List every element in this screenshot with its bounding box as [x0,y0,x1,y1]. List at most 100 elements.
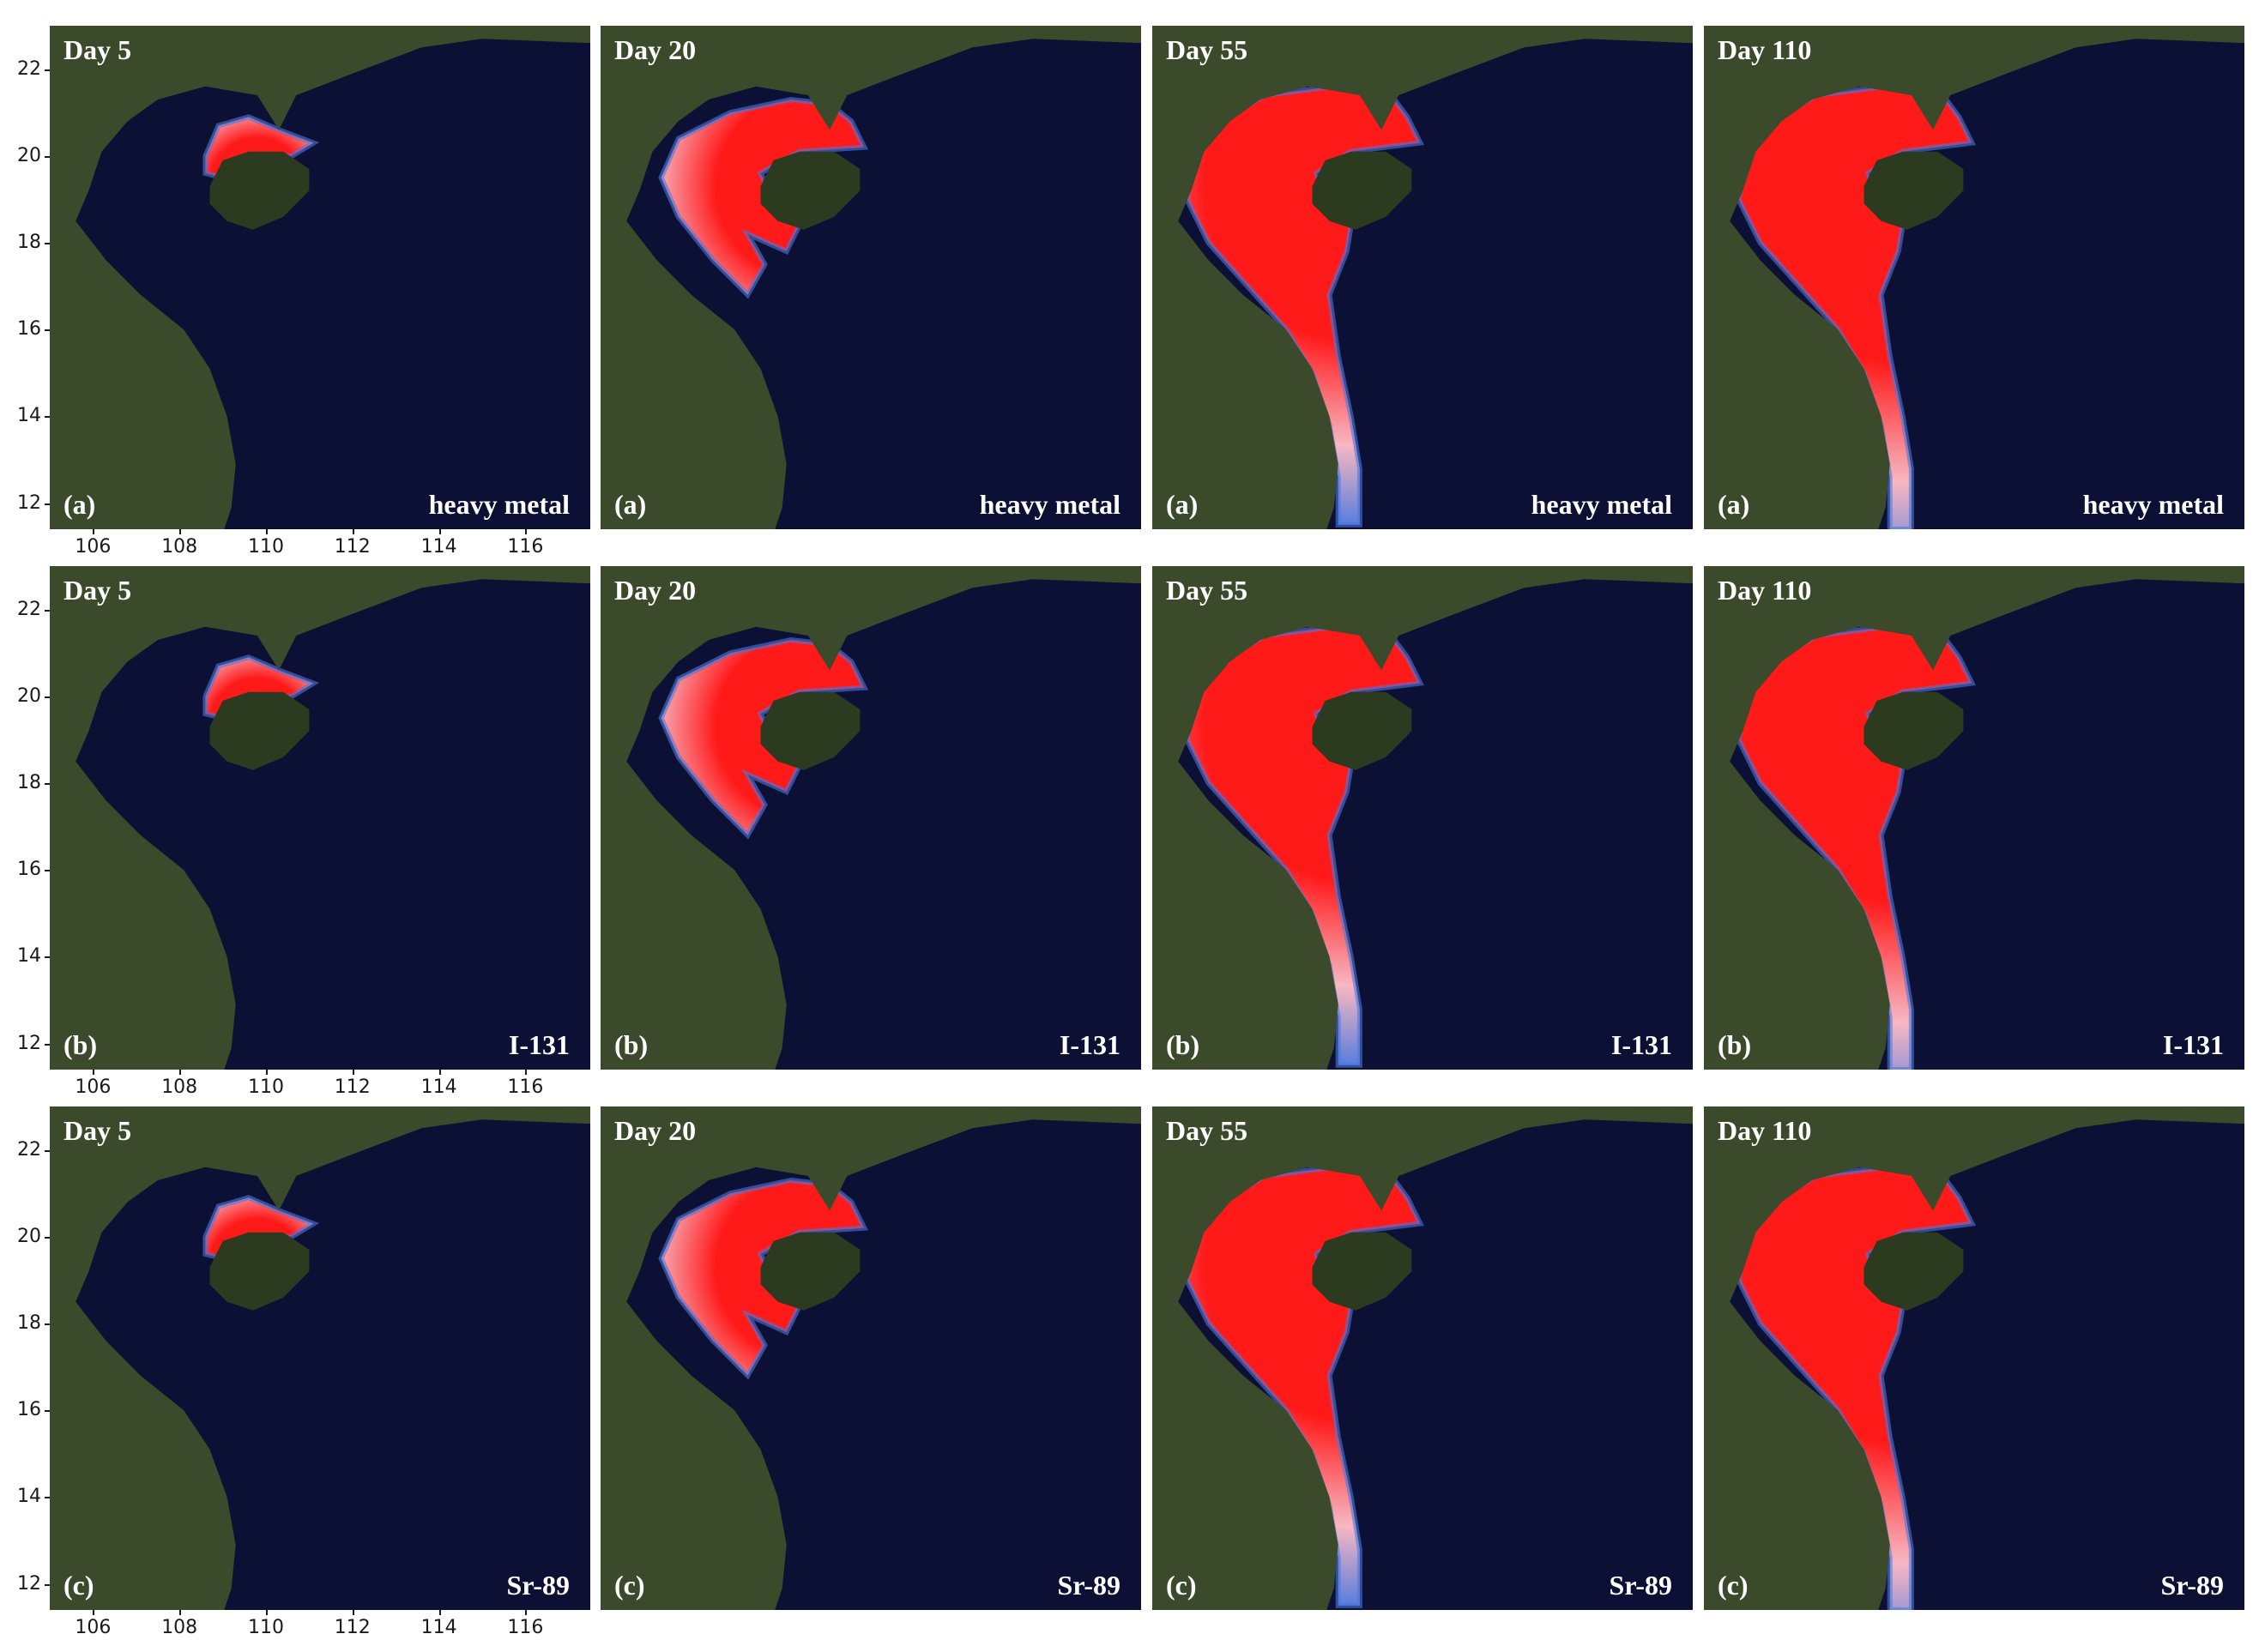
lon-tick-label: 110 [248,536,284,558]
lat-tick-mark [45,1583,50,1586]
lon-tick-label: 106 [75,536,112,558]
lon-tick-mark [438,1610,441,1615]
lat-tick-label: 12 [17,491,41,514]
lon-tick-mark [266,1070,268,1075]
map-canvas [1152,1106,1693,1610]
lon-tick-label: 112 [334,536,371,558]
substance-label: Sr-89 [1057,1570,1120,1601]
lon-tick-label: 108 [161,1076,198,1098]
map-panel: Day 20 (b) I-131 [601,566,1141,1070]
lon-tick-mark [266,529,268,534]
map-canvas [601,26,1141,529]
mainland [601,1106,1141,1610]
lat-tick-label: 14 [17,405,41,427]
day-label: Day 110 [1718,575,1812,606]
hainan-island [760,691,861,770]
hainan-island [1312,1232,1412,1311]
mainland [601,566,1141,1070]
lon-tick-label: 108 [161,536,198,558]
map-canvas [601,1106,1141,1610]
lon-tick-label: 114 [420,1617,457,1638]
map-panel: Day 110 (b) I-131 [1704,566,2244,1070]
map-panel: Day 55 (b) I-131 [1152,566,1693,1070]
lon-tick-label: 110 [248,1617,284,1638]
hainan-island [1863,691,1964,770]
substance-label: I-131 [2162,1029,2224,1060]
day-label: Day 110 [1718,34,1812,65]
day-label: Day 5 [63,575,132,606]
panel-letter: (b) [1166,1029,1200,1060]
lat-tick-mark [45,696,50,698]
substance-label: I-131 [1610,1029,1672,1060]
hainan-island [1863,151,1964,230]
lon-tick-mark [525,1070,528,1075]
panel-letter: (c) [1166,1570,1197,1601]
lon-tick-label: 112 [334,1076,371,1098]
lat-tick-label: 18 [17,232,41,254]
lon-tick-mark [93,1610,95,1615]
lat-tick-label: 22 [17,1138,41,1161]
day-label: Day 20 [614,1115,697,1146]
day-label: Day 20 [614,34,697,65]
lon-tick-label: 110 [248,1076,284,1098]
lon-tick-mark [352,529,354,534]
panel-letter: (a) [1166,489,1199,520]
lon-tick-mark [438,529,441,534]
lat-tick-label: 16 [17,1399,41,1421]
hainan-island [1312,691,1412,770]
lat-tick-label: 22 [17,57,41,80]
mainland [601,26,1141,529]
lon-tick-label: 114 [420,1076,457,1098]
map-panel: Day 110 (c) Sr-89 [1704,1106,2244,1610]
lat-tick-label: 18 [17,772,41,794]
lat-tick-label: 12 [17,1032,41,1054]
map-canvas [1152,566,1693,1070]
substance-label: Sr-89 [1609,1570,1672,1601]
map-panel: Day 55 (c) Sr-89 [1152,1106,1693,1610]
lat-tick-label: 20 [17,684,41,707]
map-canvas [50,566,590,1070]
panel-letter: (b) [1718,1029,1752,1060]
hainan-island [760,1232,861,1311]
mainland [1704,1106,2244,1610]
lon-tick-mark [525,529,528,534]
lat-tick-label: 18 [17,1312,41,1335]
lat-tick-mark [45,1043,50,1046]
panel-letter: (a) [614,489,647,520]
lon-tick-label: 116 [507,1617,544,1638]
mainland [50,26,590,529]
mainland [1152,1106,1693,1610]
map-canvas [1704,566,2244,1070]
substance-label: I-131 [508,1029,570,1060]
lon-tick-mark [179,1070,182,1075]
lon-tick-mark [266,1610,268,1615]
map-canvas [1704,26,2244,529]
map-panel: Day 20 (a) heavy metal [601,26,1141,529]
mainland [1152,566,1693,1070]
lat-tick-mark [45,503,50,505]
map-canvas [601,566,1141,1070]
lat-tick-mark [45,1497,50,1499]
map-panel: Day 20 (c) Sr-89 [601,1106,1141,1610]
hainan-island [1312,151,1412,230]
substance-label: heavy metal [979,489,1120,520]
substance-label: heavy metal [428,489,570,520]
mainland [1704,26,2244,529]
lat-tick-mark [45,1323,50,1326]
map-panel: Day 5 (a) heavy metal [50,26,590,529]
lon-tick-label: 106 [75,1617,112,1638]
lat-tick-label: 20 [17,1225,41,1247]
lat-tick-label: 14 [17,1486,41,1508]
lat-tick-label: 12 [17,1572,41,1595]
day-label: Day 110 [1718,1115,1812,1146]
panel-letter: (a) [1718,489,1750,520]
lon-tick-label: 116 [507,536,544,558]
lat-tick-mark [45,870,50,872]
substance-label: heavy metal [2082,489,2224,520]
lat-tick-mark [45,416,50,419]
lat-tick-mark [45,1410,50,1413]
lat-tick-mark [45,69,50,71]
day-label: Day 55 [1166,575,1248,606]
map-canvas [1704,1106,2244,1610]
